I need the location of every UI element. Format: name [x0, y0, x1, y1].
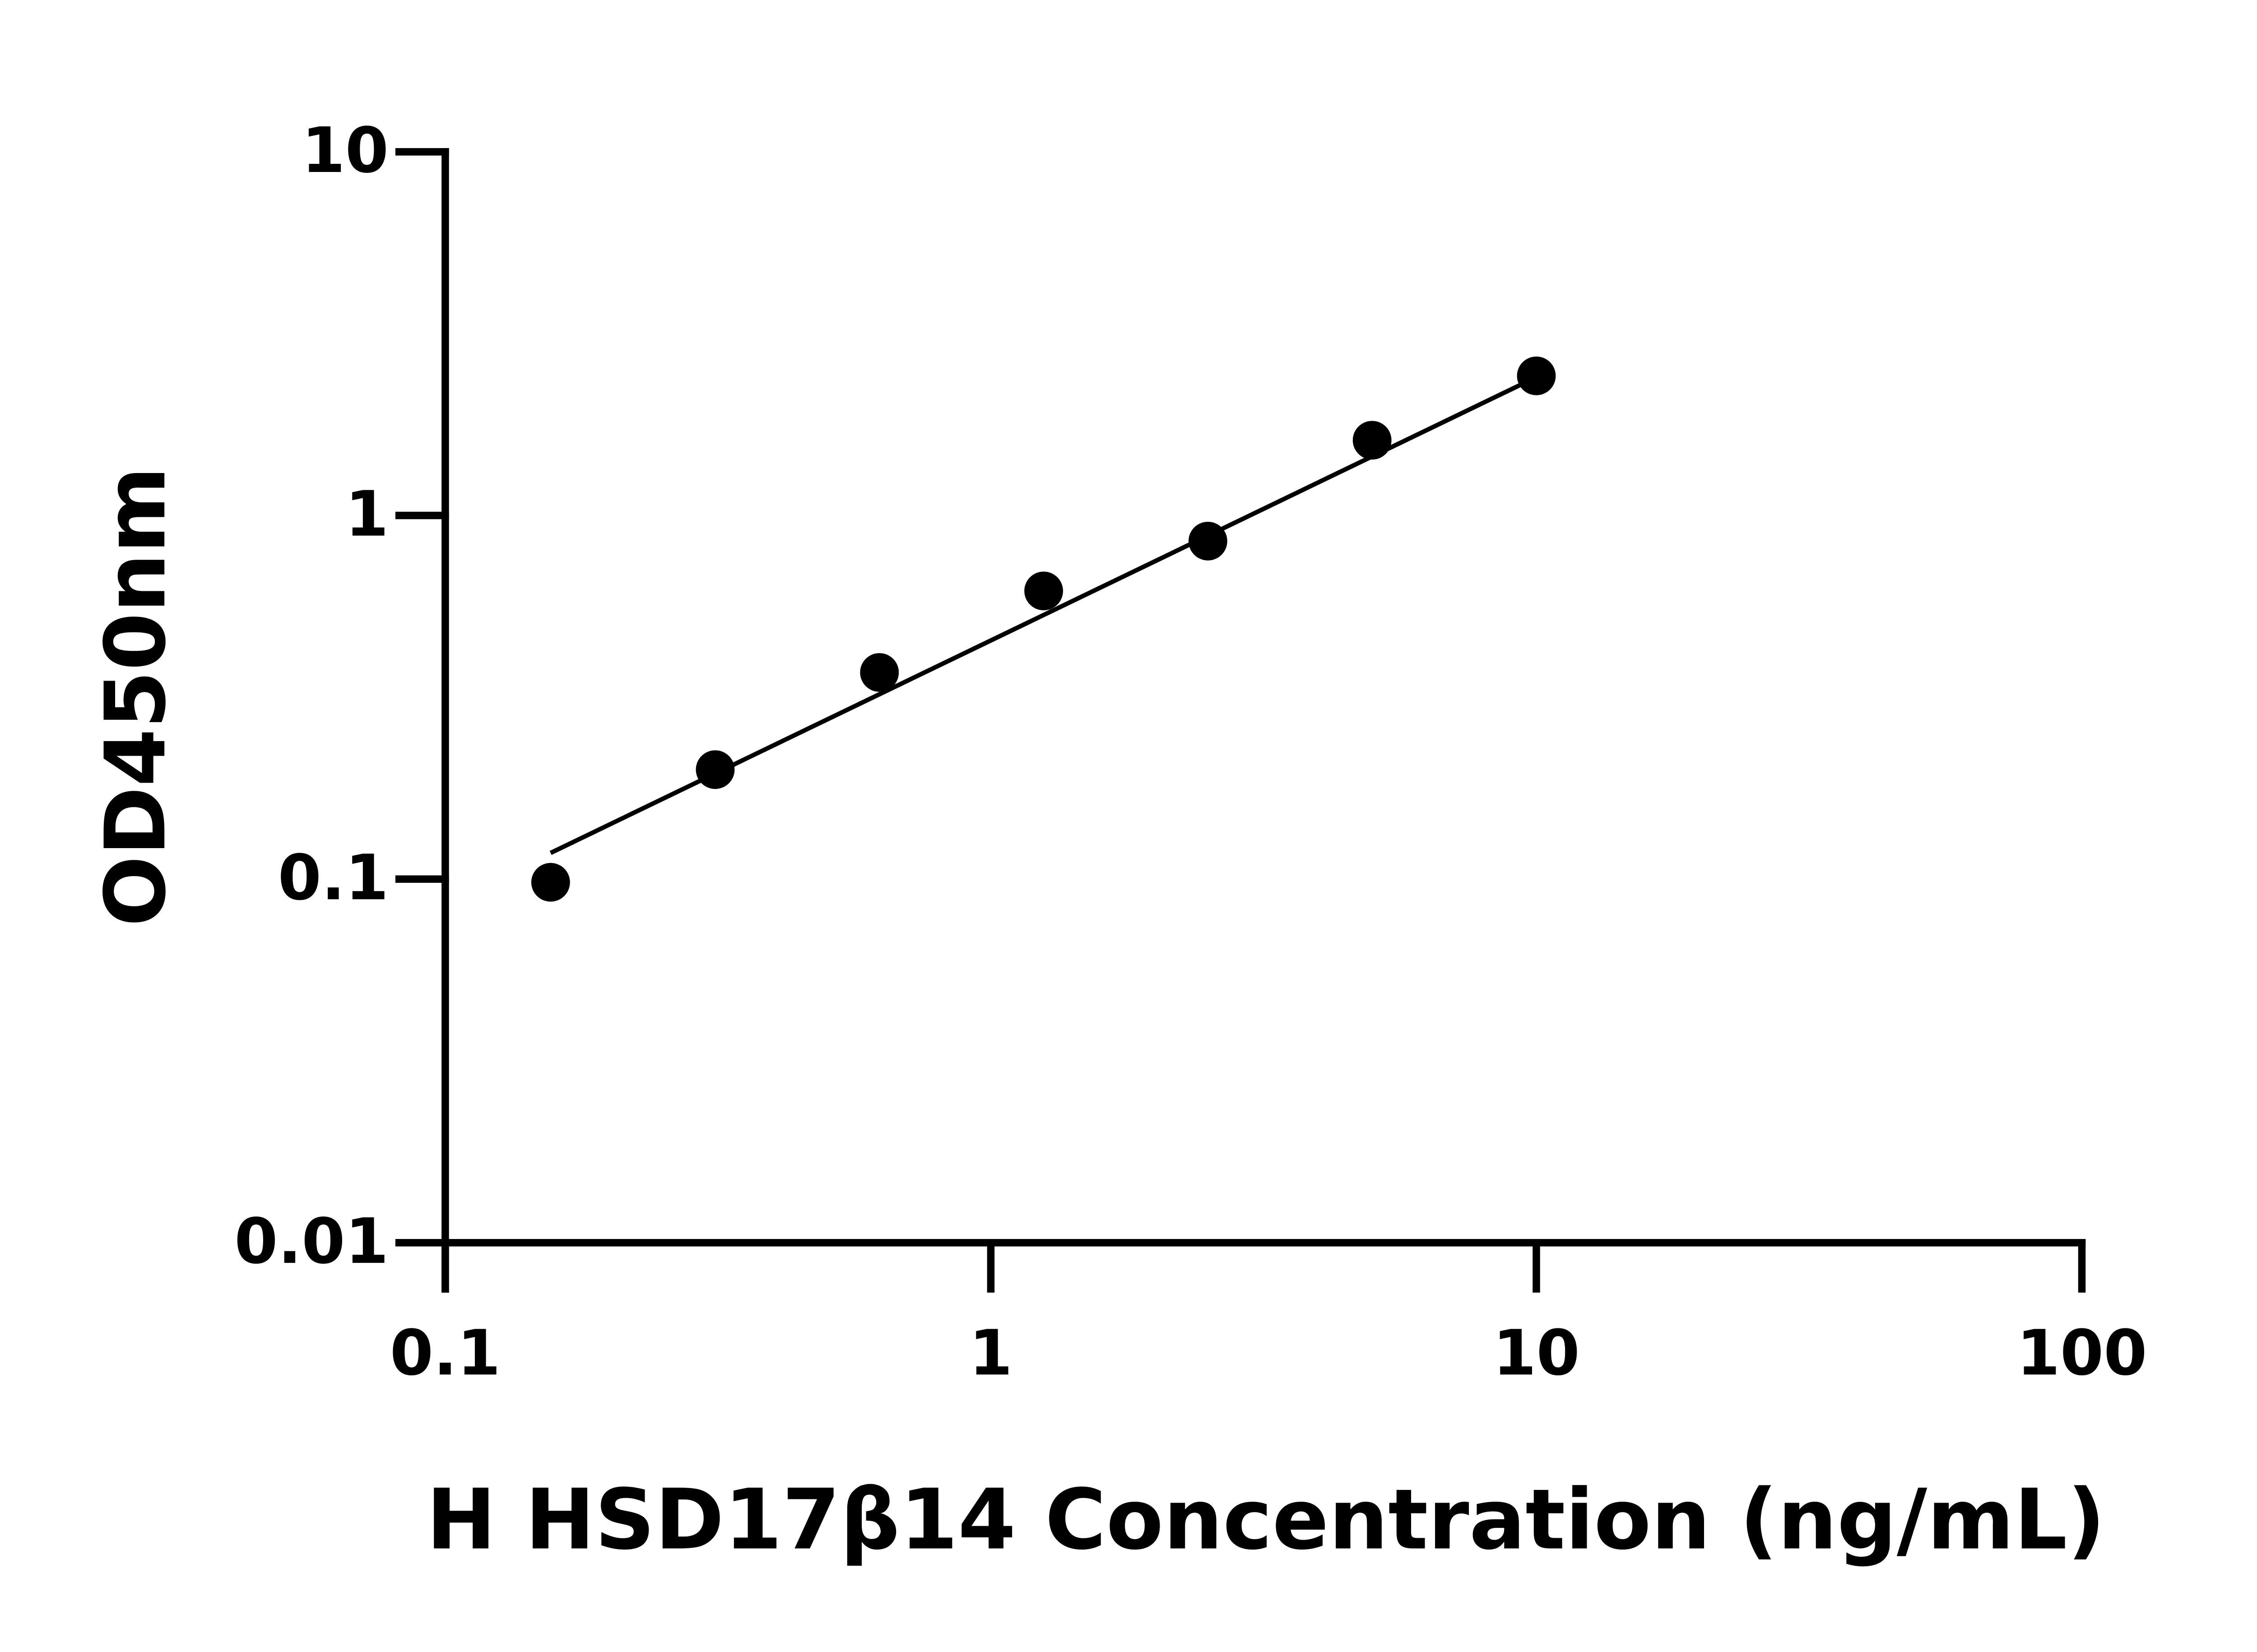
data-point: [696, 750, 735, 789]
y-tick-label: 10: [302, 114, 389, 187]
data-point: [531, 863, 570, 902]
data-point: [1352, 421, 1392, 460]
data-point: [860, 653, 899, 692]
x-tick-label: 0.1: [390, 1316, 501, 1389]
data-point: [1517, 356, 1556, 395]
x-axis-title: H HSD17β14 Concentration (ng/mL): [426, 1471, 2105, 1568]
data-point: [1188, 521, 1227, 561]
y-axis-title: OD450nm: [87, 466, 184, 926]
x-tick-label: 10: [1493, 1316, 1580, 1389]
x-tick-label: 100: [2016, 1316, 2147, 1389]
y-tick-label: 1: [345, 478, 389, 551]
data-point: [1024, 571, 1063, 611]
y-tick-label: 0.01: [234, 1205, 389, 1278]
y-tick-label: 0.1: [278, 841, 389, 914]
x-tick-label: 1: [969, 1316, 1012, 1389]
